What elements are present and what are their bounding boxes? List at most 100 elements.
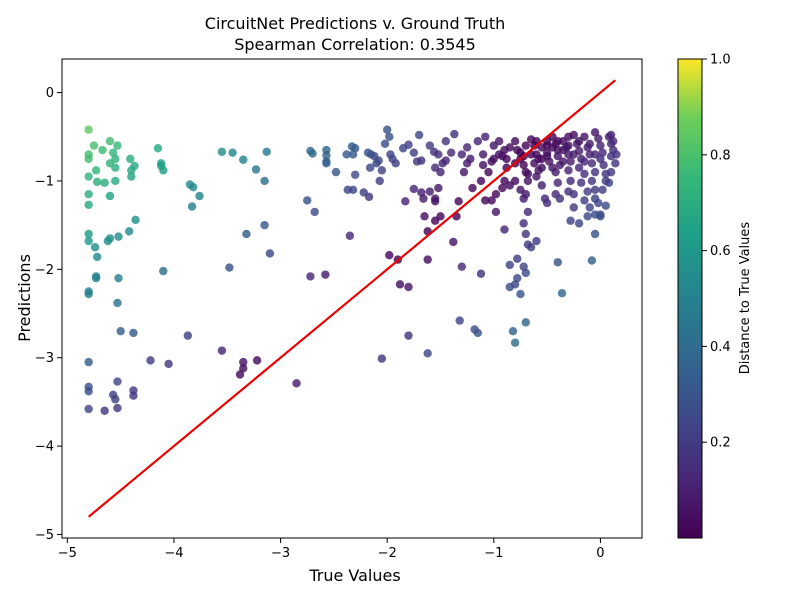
scatter-point [491, 190, 501, 199]
scatter-point [348, 185, 358, 194]
scatter-point [566, 157, 575, 166]
scatter-point [523, 169, 533, 179]
scatter-point [365, 163, 375, 172]
scatter-point [587, 256, 597, 265]
scatter-point [331, 167, 341, 177]
scatter-point [91, 166, 101, 175]
scatter-point [598, 185, 607, 194]
scatter-point [534, 166, 543, 175]
scatter-point [585, 139, 594, 149]
scatter-point [577, 178, 586, 187]
scatter-point [84, 172, 93, 181]
scatter-point [409, 184, 419, 194]
scatter-point [129, 328, 138, 338]
colorbar: 0.2 0.4 0.6 0.8 1.0 Distance to True Values [677, 53, 753, 539]
scatter-point [457, 262, 467, 271]
scatter-point [113, 141, 122, 150]
scatter-point [84, 229, 93, 239]
scatter-point [481, 196, 490, 205]
scatter-point [84, 154, 93, 164]
x-tick-label: −5 [58, 546, 77, 561]
scatter-point [548, 163, 557, 172]
y-tick-label: 0 [46, 86, 54, 101]
scatter-point [126, 154, 135, 164]
scatter-point [105, 136, 115, 146]
y-tick-label: −1 [35, 174, 54, 189]
scatter-point [100, 178, 109, 187]
scatter-point [423, 255, 432, 264]
scatter-point [84, 387, 93, 396]
scatter-point [478, 150, 488, 159]
scatter-point [596, 210, 605, 219]
scatter-point [523, 240, 533, 249]
scatter-point [350, 170, 360, 179]
scatter-point [590, 229, 600, 239]
scatter-point [377, 354, 387, 363]
scatter-point [113, 403, 122, 413]
scatter-points [84, 125, 621, 415]
scatter-point [564, 132, 573, 141]
scatter-point [510, 176, 520, 186]
scatter-point [321, 270, 330, 279]
scatter-point [414, 130, 424, 140]
scatter-point [164, 359, 173, 369]
x-tick-label: −1 [484, 546, 503, 561]
scatter-point [487, 196, 496, 205]
scatter-point [345, 231, 355, 240]
scatter-point [131, 215, 140, 225]
scatter-point [84, 357, 93, 367]
y-tick-label: −3 [35, 351, 54, 366]
scatter-point [505, 260, 514, 270]
scatter-point [484, 167, 493, 177]
scatter-point [375, 176, 384, 186]
scatter-point [494, 150, 504, 159]
scatter-point [612, 150, 621, 159]
plot-area [61, 58, 643, 539]
scatter-point [434, 150, 443, 159]
scatter-point [308, 149, 317, 158]
scatter-point [98, 145, 107, 155]
scatter-point [530, 159, 539, 168]
scatter-point [553, 136, 562, 146]
scatter-point [574, 163, 584, 172]
scatter-point [100, 406, 109, 415]
scatter-point [265, 249, 275, 258]
scatter-point [494, 136, 504, 146]
scatter-point [502, 154, 511, 164]
scatter-point [580, 196, 589, 205]
scatter-point [84, 200, 93, 210]
scatter-point [516, 289, 525, 299]
scatter-point [89, 141, 99, 150]
scatter-point [564, 166, 573, 175]
scatter-point [195, 191, 204, 201]
scatter-point [558, 157, 568, 166]
scatter-point [594, 198, 603, 208]
scatter-point [430, 197, 440, 206]
scatter-point [553, 258, 562, 267]
scatter-point [455, 316, 464, 325]
scatter-point [569, 150, 578, 159]
scatter-point [553, 178, 562, 187]
scatter-point [124, 227, 134, 236]
scatter-point [114, 273, 123, 283]
scatter-point [84, 289, 93, 299]
scatter-point [153, 144, 163, 153]
chart-subtitle: Spearman Correlation: 0.3545 [234, 35, 476, 54]
scatter-point [417, 156, 426, 165]
scatter-point [401, 197, 410, 206]
scatter-point [574, 219, 584, 228]
scatter-point [457, 150, 467, 159]
scatter-point [446, 148, 456, 157]
scatter-point [90, 243, 100, 252]
scatter-point [481, 132, 490, 141]
scatter-point [130, 161, 139, 171]
scatter-point [505, 143, 514, 152]
scatter-point [569, 203, 578, 212]
colorbar-tick-label: 1.0 [710, 53, 731, 68]
colorbar-tick-label: 0.2 [710, 436, 731, 451]
scatter-point [513, 254, 522, 263]
scatter-point [590, 128, 600, 137]
scatter-point [114, 232, 123, 241]
scatter-point [306, 272, 315, 281]
scatter-point [156, 161, 166, 171]
